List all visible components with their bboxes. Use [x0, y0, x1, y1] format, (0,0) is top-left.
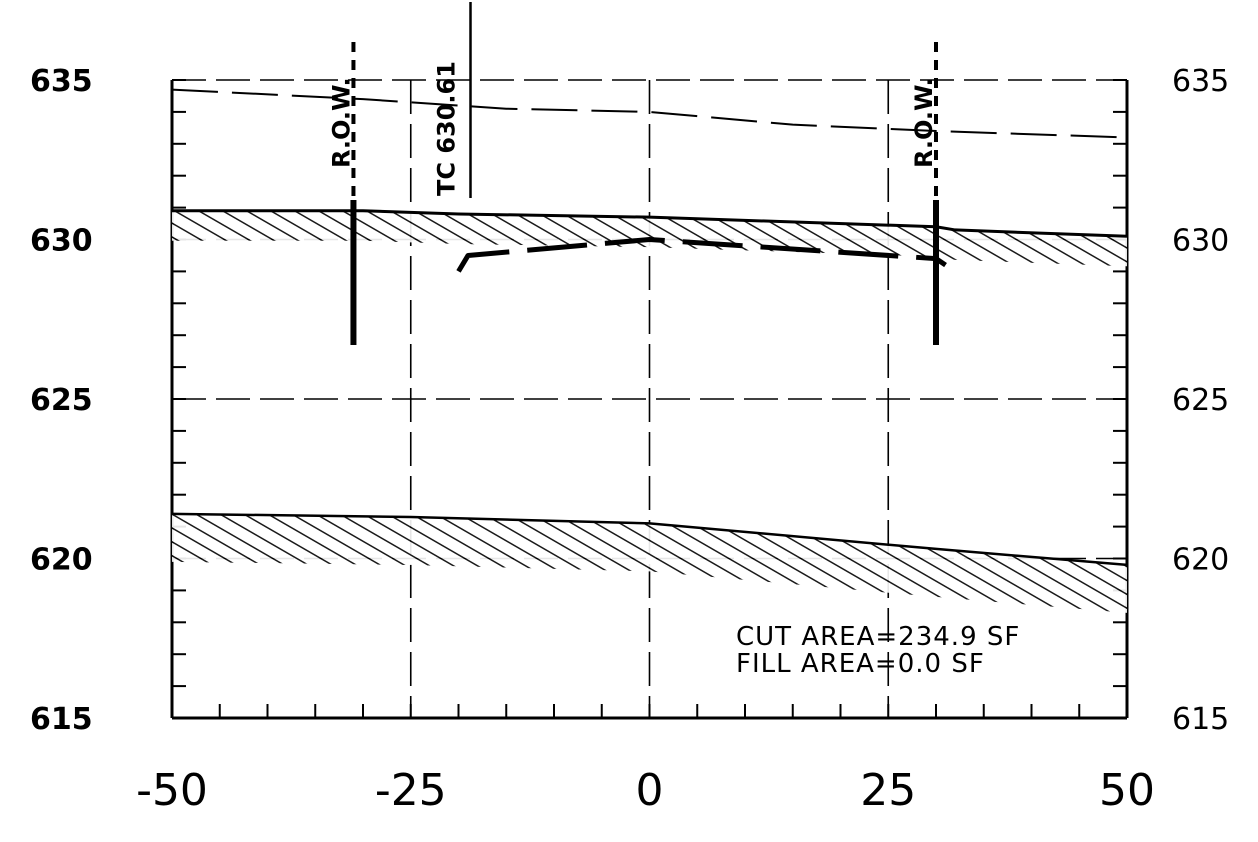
existing-ground-line	[171, 88, 1128, 139]
x-tick-label: -25	[375, 765, 447, 816]
y-tick-label-right: 615	[1172, 702, 1229, 737]
y-tick-label-right: 635	[1172, 64, 1229, 99]
y-tick-label-left: 630	[30, 224, 93, 259]
y-tick-label-right: 630	[1172, 224, 1229, 259]
x-tick-label: -50	[136, 765, 208, 816]
profile-lines	[171, 88, 1128, 567]
axis-labels: 615 615 620 620 625 625 630 630 635 635 -50 -25 0 25 5…	[30, 64, 1229, 816]
x-tick-label: 50	[1099, 765, 1155, 816]
lower-ground-line	[171, 512, 1128, 567]
y-tick-label-right: 620	[1172, 543, 1229, 578]
fill-area-annotation: FILL AREA=0.0 SF	[736, 649, 985, 679]
tc-marker-label: TC 630.61	[433, 61, 461, 196]
lower-hatch-band	[172, 513, 1127, 613]
cut-area-annotation: CUT AREA=234.9 SF	[736, 622, 1020, 652]
y-tick-label-right: 625	[1172, 383, 1229, 418]
y-tick-label-left: 620	[30, 543, 93, 578]
proposed-grade-line	[172, 209, 1128, 238]
x-tick-label: 25	[860, 765, 916, 816]
y-tick-label-left: 615	[30, 702, 93, 737]
subgrade-line	[456, 237, 947, 273]
station-markers: R.O.W. TC 630.61 R.O.W.	[327, 2, 939, 345]
row-marker-label: R.O.W.	[910, 77, 938, 168]
row-marker-label: R.O.W.	[327, 77, 355, 168]
y-tick-label-left: 635	[30, 64, 93, 99]
y-tick-label-left: 625	[30, 383, 93, 418]
x-tick-label: 0	[636, 765, 664, 816]
